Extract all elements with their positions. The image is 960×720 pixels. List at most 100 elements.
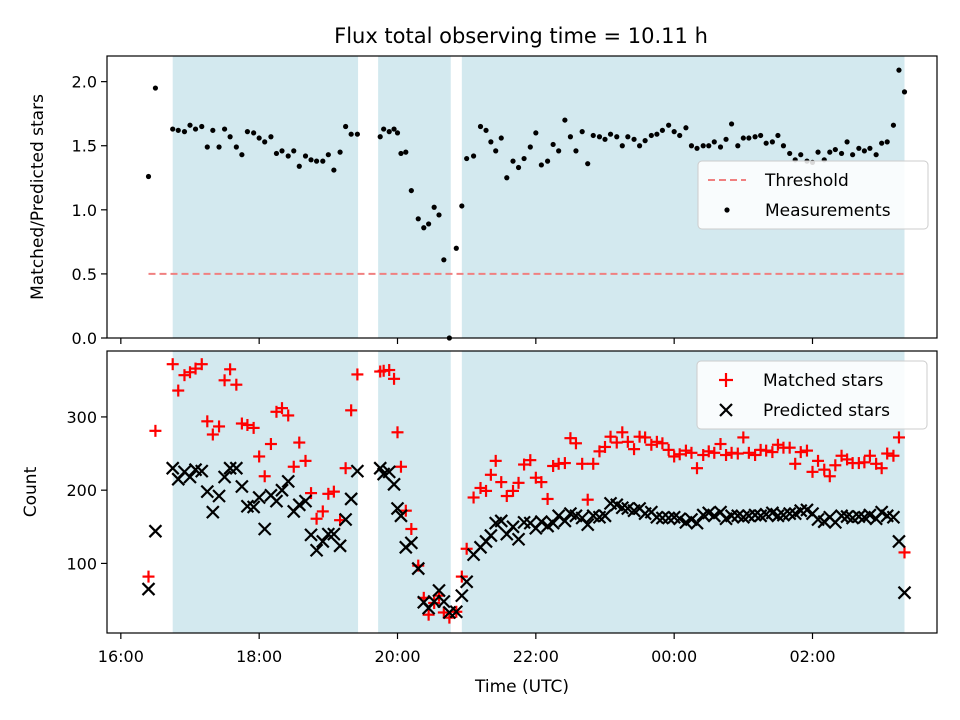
x-tick-label: 02:00 <box>789 647 835 666</box>
matched-star-point <box>241 418 254 431</box>
predicted-x-b <box>834 509 849 523</box>
ratio-plot-frame <box>106 55 938 339</box>
ratio-panel: 0.00.51.01.52.0 Matched/Predicted stars … <box>28 55 938 348</box>
measurement-point <box>798 152 804 158</box>
matched-star-point <box>495 476 508 489</box>
predicted-star-point <box>892 534 906 549</box>
predicted-x-b <box>765 506 780 520</box>
predicted-star-point <box>690 516 704 530</box>
matched-star-point <box>616 426 629 439</box>
predicted-star-point <box>194 464 209 478</box>
predicted-star-point <box>661 511 676 525</box>
predicted-star-point <box>298 494 313 508</box>
measurement-point <box>192 126 199 132</box>
measurement-point <box>671 129 677 135</box>
predicted-x-b <box>621 501 635 516</box>
predicted-star-point <box>338 512 353 527</box>
measurement-point <box>210 127 216 133</box>
predicted-x-b <box>484 528 498 543</box>
predicted-star-point <box>316 534 330 549</box>
legend-predicted-swatch <box>719 403 733 417</box>
predicted-x-b <box>874 505 889 519</box>
matched-star-point <box>195 358 208 371</box>
measurement-point <box>279 148 285 154</box>
measurement-point <box>459 203 465 209</box>
measurement-point <box>262 139 268 145</box>
measurement-point <box>175 127 181 133</box>
matched-star-point <box>547 459 560 472</box>
predicted-star-point <box>333 539 347 553</box>
matched-star-point <box>749 449 762 462</box>
ratio-x-ticks <box>120 338 814 344</box>
x-tick-label: 16:00 <box>98 647 144 666</box>
predicted-x-b <box>321 527 336 541</box>
predicted-star-point <box>771 509 785 523</box>
predicted-x-b <box>257 522 272 536</box>
measurement-point <box>204 144 210 150</box>
predicted-x-b <box>892 534 906 549</box>
predicted-star-point <box>404 536 419 550</box>
predicted-star-point <box>534 514 549 529</box>
measurement-point <box>408 187 414 194</box>
measurement-point <box>421 225 427 231</box>
predicted-x-b <box>840 509 854 524</box>
predicted-x-b <box>731 509 745 523</box>
measurement-point <box>285 153 291 159</box>
measurement-point <box>521 155 527 162</box>
measurement-point <box>398 150 404 157</box>
predicted-x-b <box>281 474 295 489</box>
measurement-point <box>268 134 274 140</box>
measurement-point <box>170 126 176 132</box>
predicted-x-b <box>404 536 419 550</box>
measurement-point <box>700 143 706 149</box>
count-legend-box <box>696 360 928 430</box>
matched-star-point <box>829 459 842 472</box>
measurement-point <box>227 134 233 140</box>
matched-star-point <box>794 446 807 459</box>
matched-star-point <box>581 493 594 506</box>
measurement-point <box>775 132 781 139</box>
matched-star-point <box>628 443 641 456</box>
measurement-point <box>850 152 856 158</box>
predicted-x-b <box>897 585 912 600</box>
matched-star-point <box>230 378 243 391</box>
matched-star-point <box>489 454 502 467</box>
measurement-point <box>337 149 343 155</box>
predicted-x-b <box>672 511 687 526</box>
measurement-point <box>596 134 603 140</box>
matched-star-point <box>650 435 663 448</box>
matched-star-point <box>264 438 277 451</box>
matched-star-point <box>500 490 513 503</box>
matched-star-point <box>737 431 750 444</box>
matched-star-point <box>702 445 715 458</box>
measurement-point <box>377 134 383 140</box>
measurement-point <box>827 149 833 155</box>
measurement-point <box>394 130 401 136</box>
predicted-x-b <box>188 462 203 477</box>
predicted-star-point <box>223 461 237 475</box>
matched-star-point <box>339 462 352 475</box>
measurement-point <box>348 131 354 137</box>
measurement-point <box>769 139 775 145</box>
measurement-point <box>666 122 672 128</box>
predicted-x-b <box>338 512 353 527</box>
predicted-x-b <box>206 505 220 519</box>
matched-star-point <box>535 476 548 489</box>
predicted-x-b <box>432 583 446 598</box>
matched-star-point <box>818 463 831 476</box>
matched-star-point <box>172 384 185 397</box>
measurement-point <box>483 127 489 133</box>
matched-star-point <box>422 608 435 621</box>
measurement-point <box>573 148 579 154</box>
predicted-x-b <box>411 561 426 576</box>
matched-star-point <box>881 447 894 460</box>
measurement-point <box>453 245 459 251</box>
measurement-point <box>787 150 793 157</box>
measurement-point <box>838 150 845 157</box>
measurement-point <box>498 135 504 141</box>
predicted-x-b <box>800 503 814 517</box>
matched-star-point <box>789 457 802 470</box>
matched-star-point <box>206 428 219 441</box>
legend-matched-swatch <box>719 373 733 387</box>
predicted-x-b <box>344 492 358 506</box>
